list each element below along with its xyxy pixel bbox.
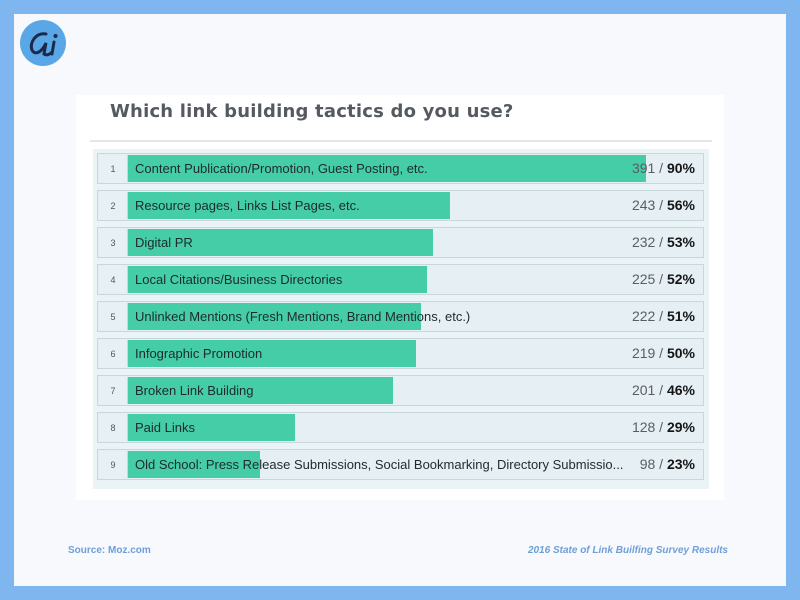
response-count: 128 [631, 419, 656, 435]
bar [128, 340, 416, 367]
table-row: 2 Resource pages, Links List Pages, etc. 2… [97, 190, 704, 221]
row-rank: 5 [99, 303, 128, 330]
bar-stats: 222 / 51% [632, 302, 695, 331]
bar [128, 451, 260, 478]
separator: / [655, 419, 667, 435]
bar-label: Broken Link Building [135, 383, 254, 398]
table-row: 8 Paid Links 128 / 29% [97, 412, 704, 443]
response-count: 243 [631, 197, 656, 213]
separator: / [655, 456, 667, 472]
separator: / [655, 345, 667, 361]
row-rank: 8 [99, 414, 128, 441]
bar-label: Paid Links [135, 420, 195, 435]
bar-label: Local Citations/Business Directories [135, 272, 343, 287]
separator: / [655, 197, 667, 213]
row-rank: 9 [99, 451, 128, 478]
row-rank: 4 [99, 266, 128, 293]
bar-stats: 225 / 52% [632, 265, 695, 294]
percent-label: 50% [666, 345, 695, 361]
row-rank: 7 [99, 377, 128, 404]
response-count: 225 [631, 271, 656, 287]
bar-stats: 128 / 29% [632, 413, 695, 442]
bar-label: Old School: Press Release Submissions, S… [135, 457, 624, 472]
survey-caption: 2016 State of Link Builfing Survey Resul… [527, 545, 728, 556]
table-row: 5 Unlinked Mentions (Fresh Mentions, Bran… [97, 301, 704, 332]
chart-title: Which link building tactics do you use? [110, 101, 514, 122]
percent-label: 29% [666, 419, 695, 435]
row-rank: 1 [99, 155, 128, 182]
percent-label: 53% [666, 234, 695, 250]
table-row: 9 Old School: Press Release Submissions, … [97, 449, 704, 480]
bar-label: Infographic Promotion [135, 346, 263, 361]
bar-stats: 219 / 50% [632, 339, 695, 368]
separator: / [655, 308, 667, 324]
table-row: 3 Digital PR 232 / 53% [97, 227, 704, 258]
separator: / [655, 271, 667, 287]
row-rank: 6 [99, 340, 128, 367]
percent-label: 90% [666, 160, 695, 176]
bar [128, 229, 433, 256]
response-count: 219 [631, 345, 656, 361]
bar [128, 303, 421, 330]
row-rank: 2 [99, 192, 128, 219]
percent-label: 46% [666, 382, 695, 398]
response-count: 232 [631, 234, 656, 250]
bar-label: Content Publication/Promotion, Guest Pos… [135, 161, 428, 176]
separator: / [655, 234, 667, 250]
title-divider [90, 140, 712, 142]
table-row: 4 Local Citations/Business Directories 225… [97, 264, 704, 295]
bar-stats: 98 / 23% [640, 450, 695, 479]
bar-stats: 232 / 53% [632, 228, 695, 257]
separator: / [655, 160, 667, 176]
bar [128, 192, 450, 219]
row-rank: 3 [99, 229, 128, 256]
bar [128, 377, 393, 404]
response-count: 391 [631, 160, 656, 176]
response-count: 98 [639, 456, 656, 472]
bar-label: Unlinked Mentions (Fresh Mentions, Brand… [135, 309, 471, 324]
percent-label: 23% [666, 456, 695, 472]
table-row: 6 Infographic Promotion 219 / 50% [97, 338, 704, 369]
response-count: 201 [631, 382, 656, 398]
source-caption: Source: Moz.com [68, 545, 151, 556]
separator: / [655, 382, 667, 398]
percent-label: 51% [666, 308, 695, 324]
bar [128, 155, 646, 182]
logo [20, 20, 66, 66]
bar-label: Resource pages, Links List Pages, etc. [135, 198, 360, 213]
bar-label: Digital PR [135, 235, 193, 250]
bar-stats: 201 / 46% [632, 376, 695, 405]
table-row: 1 Content Publication/Promotion, Guest Po… [97, 153, 704, 184]
percent-label: 52% [666, 271, 695, 287]
table-row: 7 Broken Link Building 201 / 46% [97, 375, 704, 406]
bar-stats: 391 / 90% [632, 154, 695, 183]
ai-logo-icon [29, 32, 58, 57]
response-count: 222 [631, 308, 656, 324]
bar [128, 414, 295, 441]
bar-stats: 243 / 56% [632, 191, 695, 220]
bar [128, 266, 427, 293]
percent-label: 56% [666, 197, 695, 213]
